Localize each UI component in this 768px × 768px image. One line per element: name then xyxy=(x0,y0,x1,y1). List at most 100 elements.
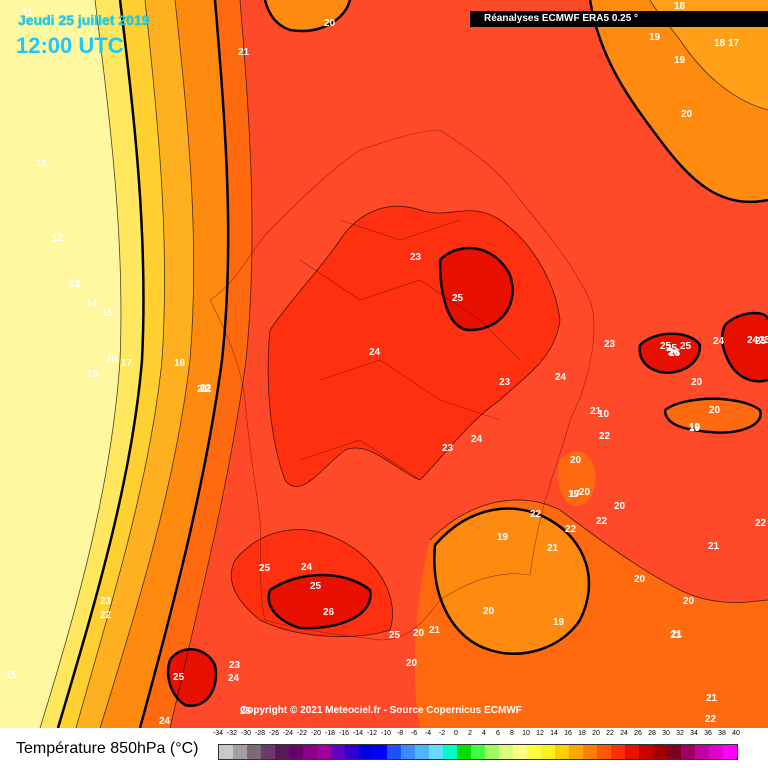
contour-label: 22 xyxy=(599,431,611,442)
contour-label: 16 xyxy=(106,354,118,365)
copyright-label: Copyright © 2021 Meteociel.fr - Source C… xyxy=(240,705,522,716)
band-16-17 xyxy=(76,0,194,728)
legend-title: Température 850hPa (°C) xyxy=(16,740,199,757)
scale-tick-label: 28 xyxy=(648,730,656,737)
contour-label: 22 xyxy=(200,384,212,395)
contour-label: 13 xyxy=(69,279,81,290)
contour-label: 20 xyxy=(570,455,582,466)
scale-swatch xyxy=(303,745,317,759)
isotherm-20-alps xyxy=(663,397,762,434)
contour-label: 20 xyxy=(483,606,495,617)
contour-label: 24 xyxy=(713,336,725,347)
contour-label: 22 xyxy=(755,518,767,529)
contour-label: 24 xyxy=(369,347,381,358)
scale-tick-label: 8 xyxy=(510,730,514,737)
scale-swatch xyxy=(499,745,513,759)
contour-label: 16 xyxy=(174,358,186,369)
isotherm-25-southwest xyxy=(267,573,372,630)
isotherm-20-gulf xyxy=(433,507,591,655)
contour-label: 21 xyxy=(590,406,602,417)
contour-label: 21 xyxy=(547,543,559,554)
contour-label: 22 xyxy=(530,509,542,520)
borders xyxy=(209,129,595,641)
contour-label: 25 xyxy=(259,563,271,574)
isotherm-20-northeast xyxy=(588,0,768,204)
isotherm-25-center xyxy=(438,246,514,332)
scale-tick-label: 34 xyxy=(690,730,698,737)
contour-label: 19 xyxy=(689,422,701,433)
scale-tick-label: -8 xyxy=(396,730,404,737)
contour-label: 24 xyxy=(159,716,171,727)
scale-tick-label: 14 xyxy=(550,730,558,737)
scale-tick-label: -28 xyxy=(254,730,266,737)
eastern-border xyxy=(439,129,595,576)
scale-swatch xyxy=(541,745,555,759)
scale-tick-label: -22 xyxy=(296,730,308,737)
date-title: Jeudi 25 juillet 2019 xyxy=(18,12,150,28)
scale-swatch xyxy=(527,745,541,759)
band-18-19 xyxy=(100,0,229,728)
scale-tick-label: -20 xyxy=(310,730,322,737)
contour-label: 23 xyxy=(604,339,616,350)
contour-label: 23 xyxy=(100,596,112,607)
contour-label: 22 xyxy=(100,610,112,621)
source-label: Réanalyses ECMWF ERA5 0.25 ° xyxy=(470,11,768,27)
scale-swatch xyxy=(331,745,345,759)
scale-swatch xyxy=(653,745,667,759)
scale-tick-label: 24 xyxy=(620,730,628,737)
contour-label: 25 xyxy=(666,343,678,354)
contour-label: 21 xyxy=(429,625,441,636)
alpine-cool-pocket xyxy=(665,398,761,433)
contour-label: 23 xyxy=(229,660,241,671)
north-cool-strip xyxy=(265,0,350,31)
contour-label: 10 xyxy=(598,409,610,420)
contour-label: 21 xyxy=(197,384,209,395)
scale-tick-label: 18 xyxy=(578,730,586,737)
scale-swatch xyxy=(443,745,457,759)
contour-label: 20 xyxy=(324,18,336,29)
contour-labels: 11 11 12 13 14 15 15 16 17 20 21 18 19 1… xyxy=(6,1,768,727)
isotherm-thin-3 xyxy=(99,0,195,728)
corsica-cool-pocket xyxy=(557,451,596,506)
scale-swatch xyxy=(345,745,359,759)
color-scale-bar xyxy=(218,744,738,760)
contour-label: 21 xyxy=(238,47,250,58)
contour-label: 17 xyxy=(728,38,740,49)
scale-tick-label: 22 xyxy=(606,730,614,737)
scale-tick-label: 12 xyxy=(536,730,544,737)
scale-tick-label: -14 xyxy=(352,730,364,737)
scale-tick-label: -30 xyxy=(240,730,252,737)
scale-swatch xyxy=(429,745,443,759)
scale-swatch xyxy=(695,745,709,759)
contour-label: 17 xyxy=(569,489,581,500)
contour-label: 20 xyxy=(614,501,626,512)
contour-label: 22 xyxy=(705,714,717,725)
isotherm-25-italy-east xyxy=(720,311,768,383)
internal-borders xyxy=(299,219,521,481)
scale-tick-label: -12 xyxy=(366,730,378,737)
contour-label: 22 xyxy=(596,516,608,527)
scale-swatch xyxy=(583,745,597,759)
scale-tick-label: -34 xyxy=(212,730,224,737)
contour-label: 25 xyxy=(755,336,767,347)
contour-label: 18 xyxy=(674,1,686,12)
contour-label: 25 xyxy=(240,706,252,717)
contour-label: 23 xyxy=(499,377,511,388)
spain-hot-core xyxy=(168,649,216,706)
contour-label: 19 xyxy=(689,423,701,434)
scale-tick-label: 16 xyxy=(564,730,572,737)
contour-label: 25 xyxy=(389,630,401,641)
scale-swatch xyxy=(611,745,625,759)
isotherm-15-west xyxy=(56,0,145,728)
scale-tick-label: 40 xyxy=(732,730,740,737)
contour-label: 22 xyxy=(565,524,577,535)
contour-label: 24 xyxy=(301,562,313,573)
scale-tick-label: -2 xyxy=(438,730,446,737)
contour-label: 20 xyxy=(406,658,418,669)
isotherm-20 xyxy=(56,0,768,728)
contour-label: 20 xyxy=(579,487,591,498)
contour-label: 15 xyxy=(102,308,114,319)
isotherm-24-france xyxy=(267,205,561,487)
isotherm-24-southwest xyxy=(230,529,393,637)
temperature-map: 11 11 12 13 14 15 15 16 17 20 21 18 19 1… xyxy=(0,0,768,728)
